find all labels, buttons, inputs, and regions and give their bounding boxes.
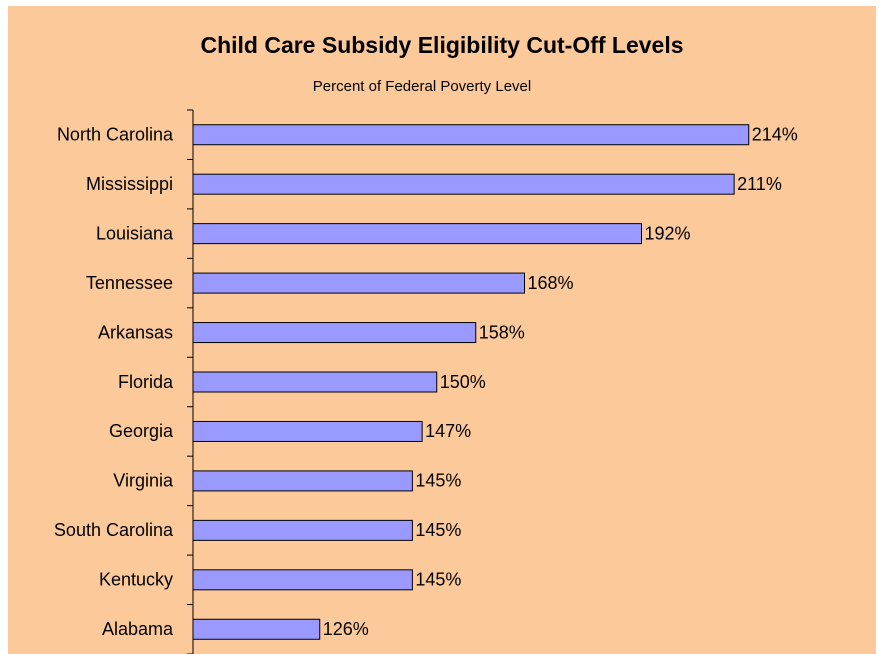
- y-tick-label: Kentucky: [99, 570, 173, 590]
- bar: [192, 618, 321, 640]
- value-label: 211%: [737, 174, 782, 194]
- bar: [192, 519, 413, 541]
- y-tick-label: North Carolina: [57, 124, 174, 144]
- y-tick-label: Florida: [118, 372, 174, 392]
- y-tick-label: South Carolina: [54, 520, 174, 540]
- y-tick-label: Louisiana: [96, 223, 174, 243]
- bar: [192, 173, 735, 195]
- bar: [192, 569, 413, 591]
- value-label: 168%: [528, 273, 574, 293]
- bar: [192, 371, 438, 393]
- value-label: 147%: [425, 421, 471, 441]
- value-label: 214%: [752, 124, 798, 144]
- value-label: 145%: [415, 471, 461, 491]
- y-tick-label: Mississippi: [86, 174, 173, 194]
- value-label: 192%: [645, 223, 691, 243]
- value-label: 150%: [440, 372, 486, 392]
- value-label: 126%: [323, 619, 369, 639]
- chart-title: Child Care Subsidy Eligibility Cut-Off L…: [200, 32, 683, 58]
- y-tick-label: Virginia: [113, 471, 174, 491]
- bar: [192, 420, 423, 442]
- chart-subtitle: Percent of Federal Poverty Level: [313, 78, 531, 95]
- y-tick-label: Arkansas: [98, 322, 173, 342]
- value-label: 145%: [415, 520, 461, 540]
- bar: [192, 322, 477, 344]
- bar: [192, 223, 642, 245]
- bar: [192, 272, 525, 294]
- value-label: 145%: [415, 570, 461, 590]
- bar: [192, 470, 413, 492]
- value-label: 158%: [479, 322, 525, 342]
- y-tick-label: Tennessee: [86, 273, 173, 293]
- y-tick-label: Georgia: [109, 421, 174, 441]
- y-tick-label: Alabama: [102, 619, 174, 639]
- bar: [192, 124, 750, 146]
